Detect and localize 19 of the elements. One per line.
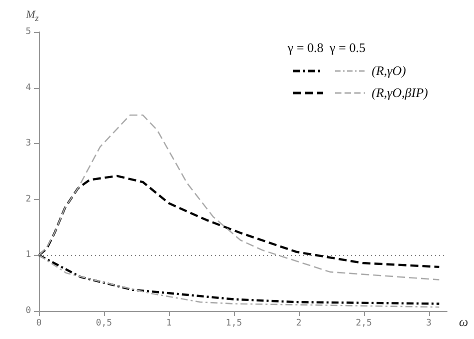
y-tick-label: 5 <box>26 27 31 37</box>
y-tick-label: 2 <box>26 194 31 204</box>
x-tick-label: 1 <box>166 318 172 328</box>
y-tick-label: 3 <box>26 138 31 149</box>
y-tick-label: 4 <box>26 82 31 93</box>
x-tick-label: 2 <box>296 318 302 328</box>
x-axis-title: ω <box>459 314 468 329</box>
annotation: γ = 0.8 <box>288 40 324 57</box>
y-axis-title: M$_{z}$ <box>26 9 39 24</box>
annotation: γ = 0.5 <box>330 40 366 57</box>
x-tick-label: 3 <box>426 318 432 328</box>
x-tick-label: 0,5 <box>96 318 112 328</box>
y-tick-label: 0 <box>26 306 31 316</box>
x-tick-label: 0 <box>36 318 42 328</box>
annotation: (R,γO,βIP) <box>372 84 428 102</box>
annotation: (R,γO) <box>372 62 408 80</box>
y-tick-label: 1 <box>26 250 31 260</box>
x-tick-label: 1,5 <box>226 318 242 328</box>
x-tick-label: 2,5 <box>356 318 372 328</box>
